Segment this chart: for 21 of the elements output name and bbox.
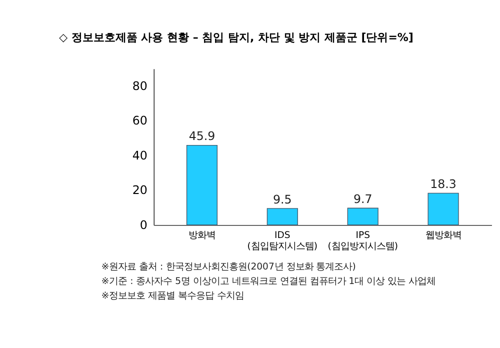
y-tick-label: 40 [132, 148, 148, 162]
bar [428, 192, 459, 226]
y-tick-label: 0 [140, 218, 148, 232]
text: ※원자료 출처 : 한국정보사회진흥원(2007년 정보화 통계조사) [101, 262, 356, 273]
x-tick-label: 웹방화벽 [425, 230, 462, 242]
chart-title: ◇ 정보보호제품 사용 현황 – 침입 탐지, 차단 및 방지 제품군 [단위=%] [59, 30, 414, 44]
data-label: 9.7 [353, 192, 372, 206]
x-tick-label: IPS (침입방지시스템) [328, 230, 398, 252]
text: ※기준 : 종사자수 5명 이상이고 네트워크로 연결된 컴퓨터가 1대 이상 있는 사업체 [101, 276, 436, 288]
x-tick-label: IDS (침입탐지시스템) [247, 230, 318, 252]
y-tick-label: 60 [132, 114, 148, 128]
bar [266, 208, 298, 226]
x-tick-label: 방화벽 [188, 230, 216, 242]
data-label: 45.9 [188, 129, 216, 144]
bar [347, 208, 378, 226]
bar [186, 144, 218, 226]
y-tick-label: 80 [132, 78, 148, 93]
data-label: 18.3 [430, 177, 456, 192]
text: ※정보보호 제품별 복수응답 수치임 [101, 290, 244, 302]
y-tick-label: 20 [132, 183, 148, 198]
data-label: 9.5 [273, 192, 292, 206]
